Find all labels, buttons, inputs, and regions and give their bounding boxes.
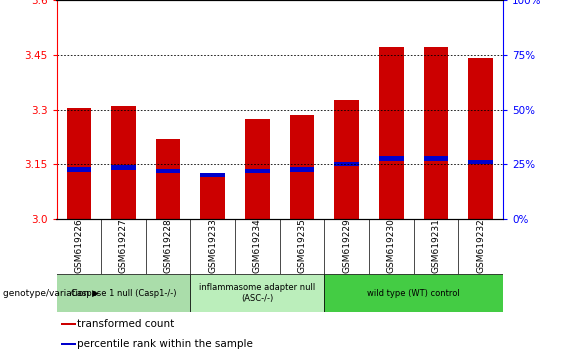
Text: transformed count: transformed count: [77, 319, 174, 329]
Bar: [111, 106, 136, 219]
Bar: [156, 169, 180, 173]
Bar: [379, 156, 403, 161]
Text: inflammasome adapter null
(ASC-/-): inflammasome adapter null (ASC-/-): [199, 283, 315, 303]
Bar: [468, 160, 493, 164]
Bar: [334, 101, 359, 219]
Bar: [324, 274, 503, 312]
Bar: [379, 47, 403, 219]
Text: GSM619229: GSM619229: [342, 218, 351, 273]
Bar: [111, 165, 136, 170]
Text: Caspase 1 null (Casp1-/-): Caspase 1 null (Casp1-/-): [71, 289, 176, 297]
Bar: [61, 343, 76, 345]
Bar: [290, 167, 314, 172]
Bar: [334, 162, 359, 166]
Text: GSM619227: GSM619227: [119, 218, 128, 273]
Text: GSM619231: GSM619231: [432, 218, 440, 273]
Text: percentile rank within the sample: percentile rank within the sample: [77, 339, 253, 349]
Text: GSM619233: GSM619233: [208, 218, 217, 273]
Text: GSM619228: GSM619228: [164, 218, 172, 273]
Bar: [61, 323, 76, 325]
Bar: [156, 139, 180, 219]
Bar: [201, 173, 225, 219]
Text: GSM619235: GSM619235: [298, 218, 306, 273]
Bar: [190, 274, 324, 312]
Text: GSM619234: GSM619234: [253, 218, 262, 273]
Bar: [67, 167, 91, 172]
Bar: [245, 169, 270, 173]
Bar: [424, 47, 448, 219]
Bar: [290, 115, 314, 219]
Text: GSM619226: GSM619226: [75, 218, 83, 273]
Bar: [56, 274, 190, 312]
Text: wild type (WT) control: wild type (WT) control: [367, 289, 460, 297]
Bar: [201, 173, 225, 177]
Text: genotype/variation ▶: genotype/variation ▶: [3, 289, 99, 297]
Text: GSM619230: GSM619230: [387, 218, 396, 273]
Bar: [245, 119, 270, 219]
Text: GSM619232: GSM619232: [476, 218, 485, 273]
Bar: [424, 156, 448, 161]
Bar: [468, 58, 493, 219]
Bar: [67, 108, 91, 219]
